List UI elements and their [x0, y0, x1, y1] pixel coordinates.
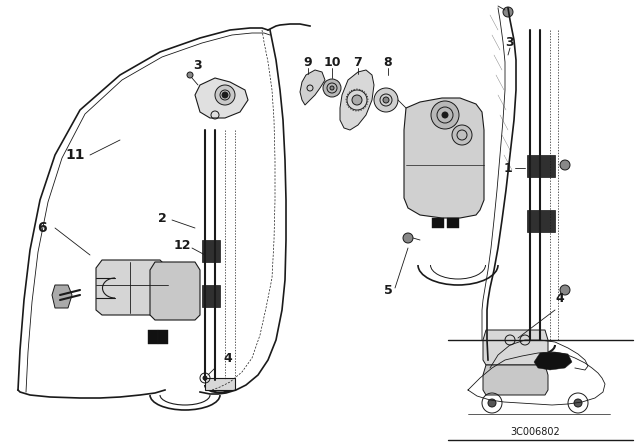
Text: 3C006802: 3C006802: [510, 427, 560, 437]
Text: 9: 9: [304, 56, 312, 69]
Circle shape: [203, 376, 207, 380]
Text: 5: 5: [383, 284, 392, 297]
Circle shape: [431, 101, 459, 129]
Text: 4: 4: [223, 352, 232, 365]
Circle shape: [403, 233, 413, 243]
Polygon shape: [195, 78, 248, 118]
Text: 10: 10: [323, 56, 340, 69]
Polygon shape: [534, 352, 572, 370]
Bar: [432, 218, 444, 228]
Circle shape: [503, 7, 513, 17]
Bar: [202, 285, 220, 307]
Circle shape: [488, 399, 496, 407]
Circle shape: [383, 97, 389, 103]
Circle shape: [560, 285, 570, 295]
Circle shape: [442, 112, 448, 118]
Polygon shape: [52, 285, 72, 308]
Text: 7: 7: [354, 56, 362, 69]
Text: 8: 8: [384, 56, 392, 69]
Circle shape: [352, 95, 362, 105]
Polygon shape: [150, 262, 200, 320]
Bar: [447, 218, 459, 228]
Text: 3: 3: [506, 35, 515, 48]
Circle shape: [222, 92, 228, 98]
Polygon shape: [483, 365, 548, 395]
Circle shape: [574, 399, 582, 407]
Bar: [205, 378, 235, 390]
Text: 2: 2: [157, 211, 166, 224]
Polygon shape: [300, 70, 325, 105]
Text: 11: 11: [65, 148, 84, 162]
Text: 6: 6: [37, 221, 47, 235]
Bar: [527, 210, 555, 232]
Circle shape: [187, 72, 193, 78]
Bar: [148, 330, 158, 344]
Circle shape: [452, 125, 472, 145]
Polygon shape: [483, 330, 548, 365]
Text: 4: 4: [556, 292, 564, 305]
Polygon shape: [340, 70, 374, 130]
Bar: [202, 240, 220, 262]
Circle shape: [215, 85, 235, 105]
Polygon shape: [96, 260, 168, 315]
Circle shape: [330, 86, 334, 90]
Bar: [158, 330, 168, 344]
Text: 12: 12: [173, 238, 191, 251]
Bar: [527, 155, 555, 177]
Polygon shape: [404, 98, 484, 218]
Circle shape: [560, 160, 570, 170]
Circle shape: [323, 79, 341, 97]
Text: 1: 1: [504, 161, 513, 175]
Circle shape: [374, 88, 398, 112]
Text: 3: 3: [194, 59, 202, 72]
